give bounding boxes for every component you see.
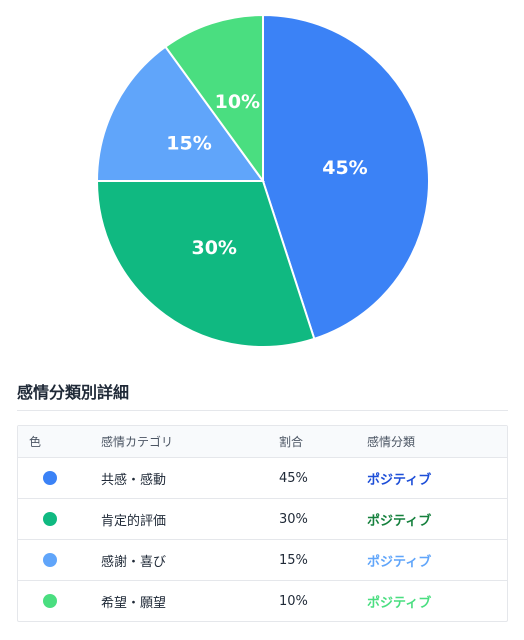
header-category: 感情カテゴリ	[101, 426, 279, 458]
pie-slice-label: 30%	[191, 237, 236, 259]
ratio-cell: 15%	[279, 539, 367, 581]
sentiment-cell: ポジティブ	[367, 498, 507, 540]
table-row: 肯定的評価 30% ポジティブ	[18, 498, 507, 540]
table-row: 共感・感動 45% ポジティブ	[18, 457, 507, 499]
detail-table: 色 感情カテゴリ 割合 感情分類 共感・感動 45% ポジティブ 肯定的評価 3…	[18, 426, 507, 621]
pie-slice-label: 15%	[166, 132, 211, 154]
sentiment-cell: ポジティブ	[367, 539, 507, 581]
pie-slice	[262, 13, 430, 341]
table-row: 希望・願望 10% ポジティブ	[18, 581, 507, 622]
table-row: 感謝・喜び 15% ポジティブ	[18, 539, 507, 581]
pie-slice-label: 10%	[215, 91, 260, 113]
category-cell: 共感・感動	[101, 457, 279, 499]
sentiment-cell: ポジティブ	[367, 595, 432, 611]
color-dot	[43, 471, 57, 485]
color-dot	[43, 512, 57, 526]
section-title: 感情分類別詳細	[17, 383, 130, 402]
pie-slice-label: 45%	[322, 157, 367, 179]
sentiment-cell: ポジティブ	[367, 457, 507, 499]
category-cell: 肯定的評価	[101, 498, 279, 540]
category-cell: 感謝・喜び	[101, 539, 279, 581]
ratio-cell: 30%	[279, 498, 367, 540]
table-header-row: 色 感情カテゴリ 割合 感情分類	[18, 426, 507, 458]
pie-slice	[95, 45, 265, 182]
header-color: 色	[18, 426, 101, 458]
pie-slice	[95, 180, 316, 348]
section-divider	[17, 410, 508, 411]
pie-chart-svg: 45% 30% 15%10%	[95, 13, 430, 348]
color-dot	[43, 594, 57, 608]
detail-table-container: 色 感情カテゴリ 割合 感情分類 共感・感動 45% ポジティブ 肯定的評価 3…	[17, 425, 508, 622]
header-sentiment: 感情分類	[367, 426, 507, 458]
color-dot	[43, 553, 57, 567]
category-cell: 希望・願望	[101, 595, 167, 611]
pie-chart: 45% 30% 15% 10%	[95, 13, 430, 348]
ratio-cell: 10%	[279, 593, 308, 609]
pie-slice	[164, 13, 264, 185]
header-ratio: 割合	[279, 426, 367, 458]
ratio-cell: 45%	[279, 457, 367, 499]
